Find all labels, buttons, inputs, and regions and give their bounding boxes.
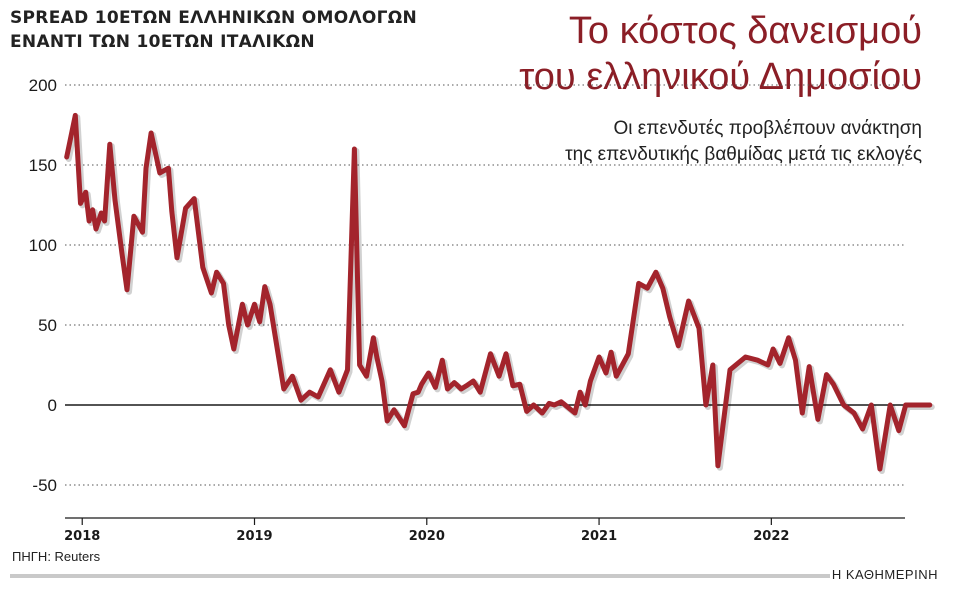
chart-deck: Οι επενδυτές προβλέπουν ανάκτηση της επε…	[565, 116, 922, 168]
chart-deck-line2: της επενδυτικής βαθμίδας μετά τις εκλογέ…	[565, 144, 922, 165]
chart-subtitle-line1: SPREAD 10ΕΤΩΝ ΕΛΛΗΝΙΚΩΝ ΟΜΟΛΟΓΩΝ	[10, 8, 418, 28]
x-tick-label: 2019	[236, 529, 272, 544]
x-axis: 2018 2019 2020 2021 2022	[64, 517, 905, 544]
x-tick-label: 2022	[753, 529, 789, 544]
series-line-shadow	[65, 114, 935, 474]
y-tick-label: 50	[38, 316, 57, 335]
y-tick-label: 0	[48, 396, 57, 415]
y-tick-label: 200	[29, 76, 57, 95]
x-tick-label: 2018	[64, 529, 100, 544]
y-tick-label: 100	[29, 236, 57, 255]
series-layer	[64, 112, 935, 474]
y-tick-label: -50	[32, 476, 57, 495]
x-tick-label: 2020	[409, 529, 445, 544]
series-line	[64, 112, 933, 472]
chart-title-line1: Το κόστος δανεισμού	[568, 10, 922, 52]
y-axis-ticks: 200 150 100 50 0 -50	[29, 76, 57, 495]
chart-subtitle-line2: ΕΝΑΝΤΙ ΤΩΝ 10ΕΤΩΝ ΙΤΑΛΙΚΩΝ	[10, 32, 315, 52]
chart-subtitle: SPREAD 10ΕΤΩΝ ΕΛΛΗΝΙΚΩΝ ΟΜΟΛΟΓΩΝ ΕΝΑΝΤΙ …	[10, 6, 417, 54]
chart-title-line2: του ελληνικού Δημοσίου	[519, 56, 922, 98]
y-tick-label: 150	[29, 156, 57, 175]
x-tick-label: 2021	[581, 529, 617, 544]
footer-rule	[10, 574, 830, 578]
chart-title: Το κόστος δανεισμού του ελληνικού Δημοσί…	[519, 8, 922, 100]
chart-deck-line1: Οι επενδυτές προβλέπουν ανάκτηση	[613, 118, 923, 139]
publisher-brand: Η ΚΑΘΗΜΕΡΙΝΗ	[831, 567, 938, 582]
source-note: ΠΗΓΗ: Reuters	[12, 549, 101, 564]
gridlines	[65, 84, 905, 486]
